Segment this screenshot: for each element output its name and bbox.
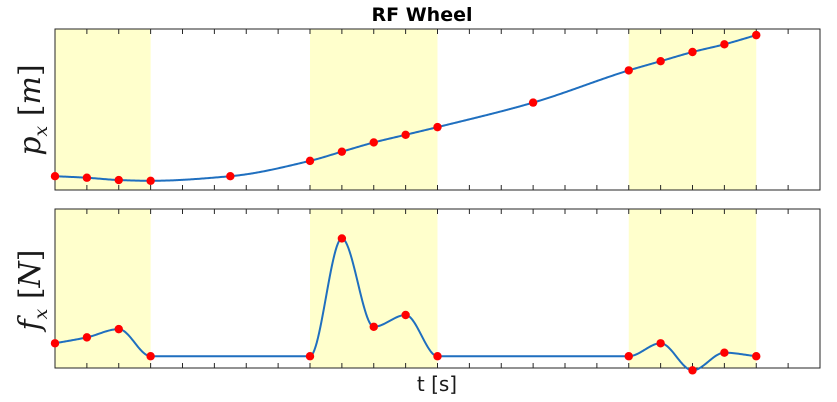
- force-marker-13: [752, 352, 761, 361]
- position-ylabel-main: p: [13, 136, 48, 155]
- force-marker-0: [50, 339, 60, 348]
- force-shaded-band-1: [310, 209, 438, 368]
- force-ylabel-sub: x: [30, 308, 52, 319]
- force-marker-11: [688, 366, 697, 375]
- force-markers: [50, 234, 761, 375]
- force-marker-5: [337, 234, 347, 243]
- position-ylabel-sub: x: [30, 125, 52, 136]
- x-axis-label: t [s]: [417, 372, 457, 396]
- force-marker-6: [369, 322, 378, 331]
- position-shaded-bands: [55, 29, 757, 190]
- position-marker-11: [624, 66, 633, 75]
- position-marker-9: [433, 122, 442, 132]
- force-marker-1: [82, 333, 92, 342]
- force-ticks: [86, 209, 789, 368]
- force-marker-8: [433, 352, 442, 361]
- position-marker-7: [369, 138, 378, 147]
- force-marker-7: [401, 310, 410, 320]
- force-shaded-band-2: [628, 209, 757, 368]
- position-marker-10: [528, 98, 538, 107]
- force-ylabel-unit: N: [13, 259, 48, 288]
- force-subplot: fx [N]: [13, 208, 821, 375]
- position-marker-0: [50, 172, 60, 181]
- position-marker-13: [688, 47, 697, 57]
- position-marker-2: [114, 175, 123, 185]
- position-marker-6: [337, 147, 347, 156]
- position-subplot: px [m]: [13, 28, 821, 191]
- force-marker-12: [720, 348, 729, 357]
- force-marker-3: [146, 352, 155, 361]
- position-marker-8: [401, 130, 410, 139]
- position-marker-3: [146, 176, 155, 185]
- position-marker-12: [656, 57, 665, 66]
- position-ticks: [86, 29, 789, 190]
- force-shaded-bands: [55, 209, 757, 368]
- force-ylabel: fx [N]: [13, 249, 52, 332]
- position-ylabel: px [m]: [13, 64, 52, 155]
- position-marker-1: [82, 173, 92, 182]
- position-marker-5: [305, 156, 315, 166]
- force-marker-2: [114, 324, 123, 334]
- position-marker-14: [720, 40, 729, 49]
- chart-title: RF Wheel: [372, 4, 473, 26]
- position-markers: [50, 30, 761, 185]
- position-ylabel-unit: m: [13, 76, 48, 104]
- position-shaded-band-1: [310, 29, 438, 190]
- force-marker-4: [305, 352, 315, 361]
- position-marker-4: [226, 172, 235, 181]
- force-marker-10: [656, 339, 665, 348]
- position-marker-15: [752, 30, 761, 40]
- position-shaded-band-0: [55, 29, 151, 190]
- force-marker-9: [624, 352, 633, 361]
